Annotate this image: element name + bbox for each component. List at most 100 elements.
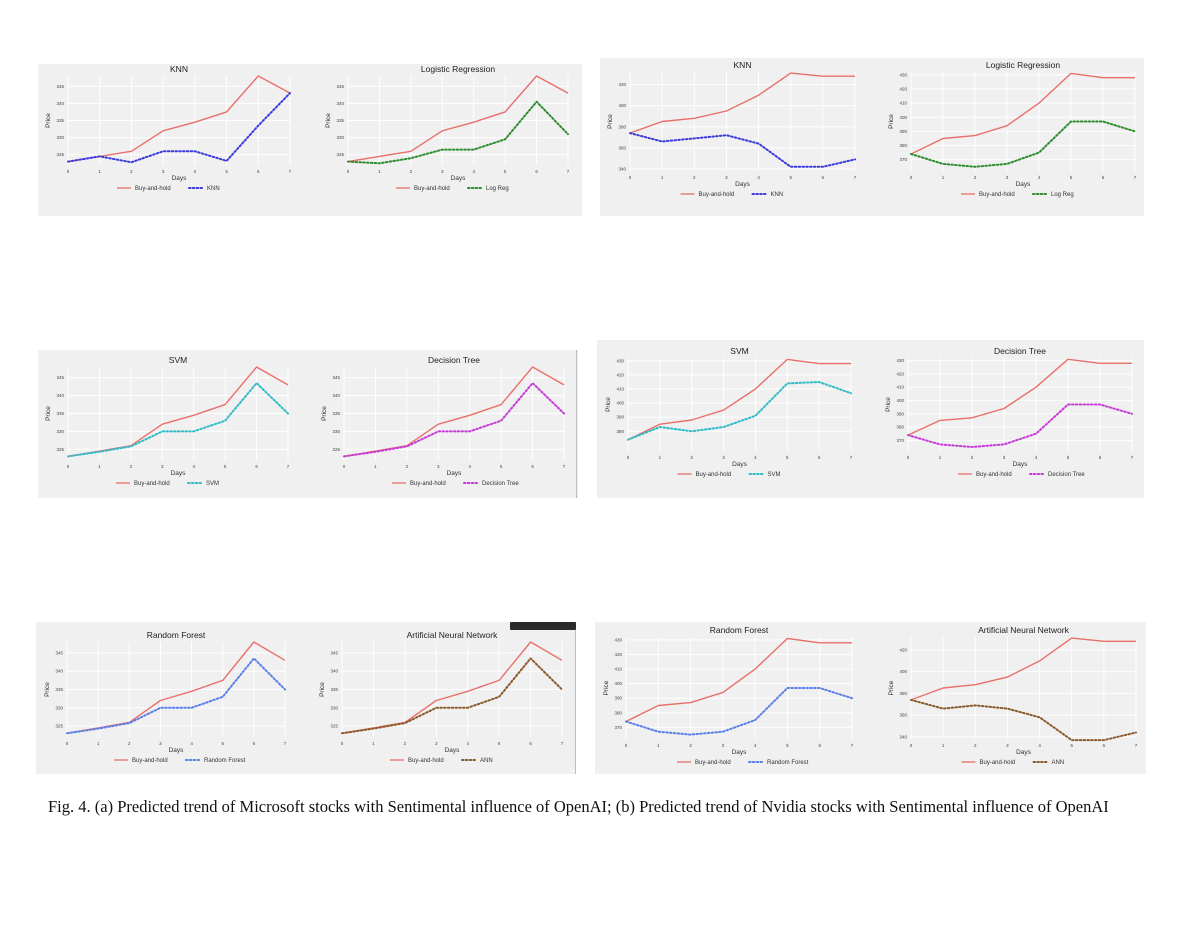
x-tick-label: 1: [939, 455, 942, 460]
x-axis-label: Days: [169, 747, 185, 754]
y-tick-label: 370: [896, 438, 904, 443]
x-tick-label: 2: [130, 169, 133, 174]
series-line: [66, 641, 286, 734]
subplot: 0 1 2 3 4 5 6 7 340 360 380 400 420 KNN Days Price Buy-a…: [607, 60, 857, 198]
x-tick-label: 3: [1006, 743, 1009, 748]
legend-label: SVM: [768, 472, 781, 478]
y-tick-label: 360: [899, 713, 907, 718]
series-line: [629, 72, 855, 134]
legend-label: Buy-and-hold: [695, 760, 731, 766]
x-tick-label: 6: [255, 464, 258, 469]
legend-label: Buy-and-hold: [410, 481, 446, 487]
series-line: [66, 657, 286, 735]
chart-title: SVM: [730, 346, 748, 356]
y-axis-label: Price: [603, 680, 610, 695]
x-tick-label: 2: [406, 464, 409, 469]
legend-label: Decision Tree: [1048, 472, 1085, 478]
legend-label: Decision Tree: [482, 481, 519, 487]
x-tick-label: 4: [754, 455, 757, 460]
y-tick-label: 420: [614, 652, 622, 657]
x-tick-label: 2: [128, 741, 131, 746]
x-axis-label: Days: [732, 461, 748, 468]
y-tick-label: 340: [332, 393, 340, 398]
y-tick-label: 330: [56, 135, 64, 140]
x-tick-label: 0: [625, 743, 628, 748]
subplot: 0 1 2 3 4 5 6 7 380 390 400 410 420 430 SVM Days Price Bu…: [605, 346, 853, 478]
x-axis-label: Days: [732, 749, 748, 756]
x-tick-label: 3: [441, 169, 444, 174]
x-tick-label: 2: [690, 455, 693, 460]
series-line: [347, 100, 569, 165]
y-axis-label: Price: [885, 397, 892, 412]
x-tick-label: 4: [192, 464, 195, 469]
y-tick-label: 325: [336, 152, 344, 157]
x-tick-label: 3: [437, 464, 440, 469]
microsoft-svm-dt-svg: 0 1 2 3 4 5 6 7325330335340345SVMDaysPriceBuy-a…: [45, 355, 566, 487]
y-tick-label: 420: [616, 372, 624, 377]
x-tick-label: 1: [657, 743, 660, 748]
chart-title: KNN: [170, 64, 188, 74]
y-tick-label: 345: [336, 84, 344, 89]
x-tick-label: 4: [1038, 175, 1041, 180]
chart-title: Decision Tree: [994, 346, 1046, 356]
nvidia-svm-dt-svg: 0 1 2 3 4 5 6 7380390400410420430SVMDaysPriceBu…: [605, 346, 1134, 478]
x-tick-label: 5: [1070, 743, 1073, 748]
x-axis-label: Days: [171, 470, 187, 477]
x-tick-label: 1: [98, 169, 101, 174]
legend-label: Buy-and-hold: [132, 758, 168, 764]
x-tick-label: 4: [1038, 743, 1041, 748]
x-tick-label: 2: [693, 175, 696, 180]
subplot: 0 1 2 3 4 5 6 7 340 360 380 400 420 Artificial Neural…: [888, 625, 1138, 766]
x-tick-label: 5: [786, 743, 789, 748]
subplot: 0 1 2 3 4 5 6 7 370 380 390 400 410 420 430 Decision Tr…: [885, 346, 1134, 478]
panel-edge-line: [576, 350, 577, 498]
y-tick-label: 410: [899, 101, 907, 106]
chart-title: Logistic Regression: [421, 64, 495, 74]
series-line: [910, 72, 1135, 155]
chart-title: SVM: [169, 355, 187, 365]
x-tick-label: 4: [190, 741, 193, 746]
x-tick-label: 7: [854, 175, 857, 180]
x-tick-label: 5: [500, 464, 503, 469]
y-tick-label: 345: [55, 650, 63, 655]
x-tick-label: 6: [529, 741, 532, 746]
plot-toolbar-strip: [510, 622, 576, 630]
x-tick-label: 0: [67, 464, 70, 469]
x-axis-label: Days: [451, 175, 467, 182]
x-tick-label: 6: [1102, 175, 1105, 180]
x-tick-label: 1: [98, 464, 101, 469]
x-tick-label: 7: [1134, 175, 1137, 180]
x-tick-label: 5: [1070, 175, 1073, 180]
x-tick-label: 7: [287, 464, 290, 469]
y-tick-label: 330: [332, 429, 340, 434]
x-tick-label: 3: [722, 743, 725, 748]
x-tick-label: 7: [561, 741, 564, 746]
series-line: [67, 75, 291, 163]
series-line: [343, 382, 565, 458]
series-line: [910, 637, 1136, 701]
y-axis-label: Price: [45, 406, 52, 421]
x-tick-label: 0: [907, 455, 910, 460]
legend-label: SVM: [206, 481, 219, 487]
nvidia-svm-dt-panel: 0 1 2 3 4 5 6 7 380 390 400 410 420 430 SVM Days Price Bu…: [597, 340, 1144, 498]
y-tick-label: 380: [614, 710, 622, 715]
y-tick-label: 380: [899, 691, 907, 696]
x-tick-label: 1: [97, 741, 100, 746]
series-line: [341, 657, 563, 735]
y-axis-label: Price: [605, 397, 612, 412]
legend-label: ANN: [1052, 760, 1065, 766]
legend-label: Buy-and-hold: [135, 186, 171, 192]
y-tick-label: 340: [56, 393, 64, 398]
x-tick-label: 6: [531, 464, 534, 469]
chart-title: Random Forest: [147, 630, 206, 640]
x-tick-label: 1: [942, 743, 945, 748]
y-tick-label: 325: [56, 152, 64, 157]
x-tick-label: 2: [971, 455, 974, 460]
x-tick-label: 3: [162, 169, 165, 174]
series-line: [67, 92, 291, 164]
x-tick-label: 7: [563, 464, 566, 469]
x-tick-label: 3: [161, 464, 164, 469]
series-line: [625, 687, 853, 736]
